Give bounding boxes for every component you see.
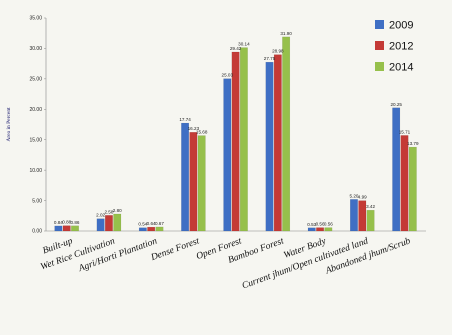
data-label: 0.56 [316,222,325,227]
bar-2014-8 [408,146,417,232]
data-label: 2.80 [113,208,122,213]
bar-2012-1 [104,215,113,232]
y-axis-label: Area in Percent [6,107,12,142]
bar-2009-6 [307,227,316,232]
y-tick-label: 0.00 [32,229,42,235]
bar-2014-2 [155,226,164,232]
data-label: 0.67 [155,221,164,226]
bar-2012-4 [231,51,240,232]
data-label: 20.25 [390,102,402,107]
data-label: 15.68 [196,130,208,135]
y-tick-label: 25.00 [29,77,42,83]
data-label: 3.42 [366,204,375,209]
data-label: 5.20 [349,193,358,198]
data-label: 27.75 [264,56,276,61]
data-label: 31.90 [280,31,292,36]
data-label: 0.54 [138,222,147,227]
bar-2009-3 [181,122,190,232]
bar-2012-0 [62,225,71,232]
bar-2012-6 [316,227,324,232]
legend-label: 2012 [389,41,413,53]
bar-2012-5 [273,54,282,232]
data-label: 2.58 [104,209,113,214]
data-label: 4.99 [358,195,367,200]
bar-2012-8 [400,135,409,232]
y-tick-label: 5.00 [32,198,42,204]
data-label: 17.74 [179,117,191,122]
data-label: 16.23 [188,126,200,131]
bar-2012-3 [189,132,198,232]
bar-2009-0 [54,225,63,232]
bar-2014-1 [113,213,122,232]
data-labels: 0.84 0.88 0.86 2.022.58 2.80 0.54 0.64 0.67 17.7… [54,31,419,227]
bars [54,36,417,232]
bar-2009-1 [96,218,105,232]
bar-2014-5 [282,36,291,232]
bar-2009-8 [392,107,401,232]
data-label: 0.64 [147,221,156,226]
legend-swatch-2012 [375,41,384,50]
data-label: 25.03 [222,73,234,78]
data-label: 30.14 [238,42,250,47]
bar-2014-7 [366,209,375,232]
bar-2009-4 [223,78,232,232]
category-label: Dense Forest [149,236,201,263]
data-label: 28.98 [272,49,284,54]
bar-2009-7 [350,199,358,232]
data-label: 29.42 [230,46,242,51]
legend-label: 2014 [389,62,413,74]
legend-label: 2009 [389,20,413,32]
data-label: 0.88 [62,220,71,225]
bar-2014-6 [324,227,333,232]
bar-2014-3 [197,135,206,232]
bar-2014-4 [239,47,248,232]
bar-2009-5 [265,61,274,232]
bar-2012-7 [358,200,367,232]
legend-swatch-2014 [375,62,384,71]
data-label: 0.53 [307,222,316,227]
data-label: 2.02 [96,213,105,218]
y-tick-label: 35.00 [29,16,42,22]
data-label: 13.79 [407,141,419,146]
y-tick-labels: 0.00 5.00 10.00 15.00 20.00 25.00 30.00 35.00 [29,16,46,235]
y-tick-label: 10.00 [29,168,42,174]
legend: 2009 2012 2014 [375,20,413,74]
legend-swatch-2009 [375,20,384,29]
data-label: 15.71 [399,129,411,134]
y-tick-label: 30.00 [29,46,42,52]
bar-2012-2 [147,226,156,232]
data-label: 0.86 [71,220,80,225]
bar-2014-0 [71,225,79,232]
bar-2009-2 [138,227,147,232]
y-tick-label: 15.00 [29,137,42,143]
y-tick-label: 20.00 [29,107,42,113]
data-label: 0.56 [324,222,333,227]
data-label: 0.84 [54,220,63,225]
